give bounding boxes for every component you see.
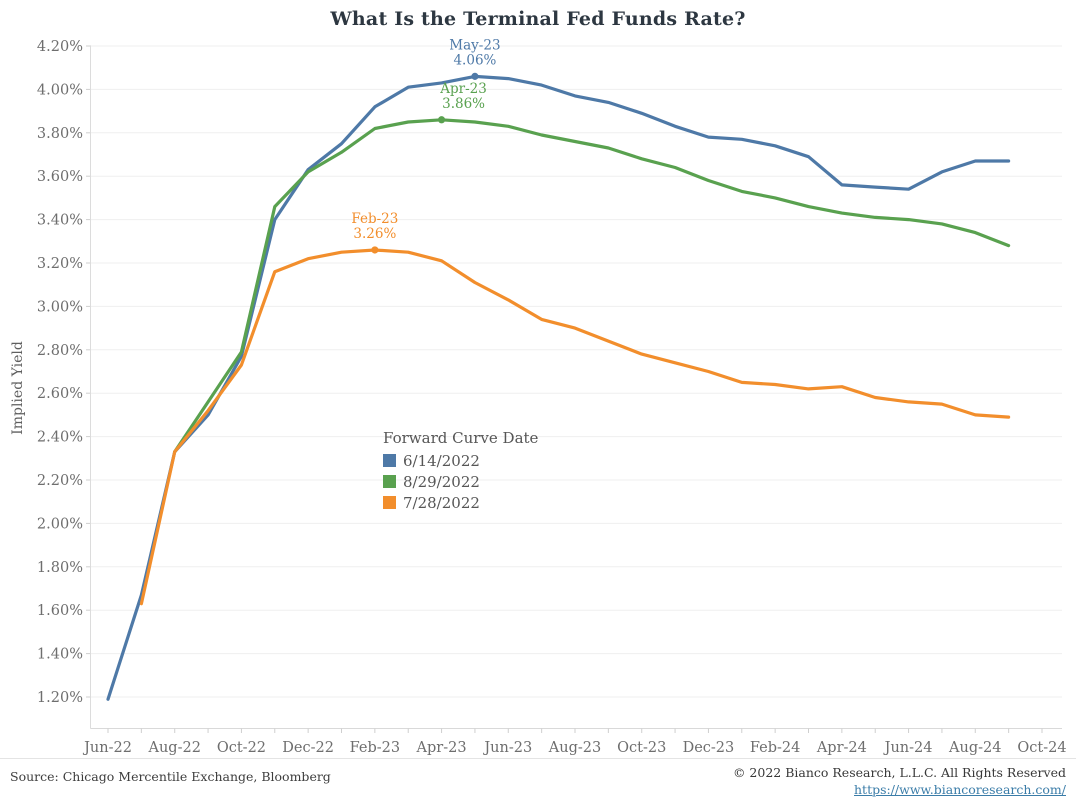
x-tick-label: Aug-22 [147, 740, 200, 756]
peak-annotation: 3.26% [353, 226, 396, 242]
copyright-note: © 2022 Bianco Research, L.L.C. All Right… [732, 765, 1066, 780]
y-tick-label: 3.80% [37, 126, 83, 142]
y-tick-label: 3.20% [37, 256, 83, 272]
y-tick-label: 3.40% [37, 213, 83, 229]
x-tick-label: Oct-22 [217, 740, 266, 756]
y-tick-label: 1.40% [37, 647, 83, 663]
peak-annotation: May-23 [449, 37, 500, 53]
x-tick-label: Feb-23 [350, 740, 400, 756]
peak-marker [471, 72, 479, 80]
x-tick-label: Aug-23 [548, 740, 601, 756]
x-tick-label: Jun-24 [883, 740, 933, 756]
legend-label: 7/28/2022 [403, 493, 480, 512]
y-tick-label: 1.60% [37, 603, 83, 619]
y-tick-label: 3.60% [37, 169, 83, 185]
legend-item: 7/28/2022 [383, 492, 538, 513]
line-chart: Implied Yield 4.20% 4.00% 3.80% 3.60% 3.40% 3… [10, 37, 1067, 756]
legend-swatch-blue [383, 454, 396, 467]
y-tick-label: 2.40% [37, 430, 83, 446]
biancoresearch-link[interactable]: https://www.biancoresearch.com/ [854, 781, 1066, 797]
x-tick-label: Dec-22 [282, 740, 334, 756]
legend-swatch-orange [383, 496, 396, 509]
x-tick-label: Jun-23 [482, 740, 532, 756]
legend-label: 6/14/2022 [403, 451, 480, 470]
series-line-6-14-2022 [106, 74, 1011, 701]
x-tick-label: Apr-24 [816, 740, 867, 756]
x-tick-label: Oct-23 [617, 740, 666, 756]
y-tick-label: 4.00% [37, 82, 83, 98]
legend-item: 6/14/2022 [383, 450, 538, 471]
y-tick-label: 2.80% [37, 343, 83, 359]
peak-annotation: 4.06% [453, 52, 496, 68]
peak-annotation: Feb-23 [351, 211, 398, 227]
legend-swatch-green [383, 475, 396, 488]
y-tick-label: 2.20% [37, 473, 83, 489]
y-tick-label: 1.80% [37, 560, 83, 576]
series-line-8-29-2022 [173, 118, 1011, 454]
footer: Source: Chicago Mercentile Exchange, Blo… [0, 758, 1076, 801]
source-note: Source: Chicago Mercentile Exchange, Blo… [10, 769, 331, 784]
x-tick-label: Dec-23 [683, 740, 735, 756]
x-tick-label: Jun-22 [82, 740, 132, 756]
chart-title: What Is the Terminal Fed Funds Rate? [330, 8, 746, 30]
series-line-7-28-2022 [139, 248, 1011, 606]
x-tick-label: Apr-23 [416, 740, 467, 756]
peak-marker [371, 246, 379, 254]
legend-item: 8/29/2022 [383, 471, 538, 492]
peak-marker [437, 116, 446, 124]
x-tick-label: Aug-24 [948, 740, 1001, 756]
y-tick-label: 2.60% [37, 386, 83, 402]
plot-area: 4.20% 4.00% 3.80% 3.60% 3.40% 3.20% 3.00% 2.80%… [37, 37, 1067, 756]
y-tick-label: 1.20% [37, 690, 83, 706]
legend-label: 8/29/2022 [403, 472, 480, 491]
x-tick-label: Oct-24 [1017, 740, 1066, 756]
copyright-block: © 2022 Bianco Research, L.L.C. All Right… [733, 765, 1066, 799]
y-tick-label: 2.00% [37, 516, 83, 532]
y-tick-label: 3.00% [37, 299, 83, 315]
x-tick-label: Feb-24 [750, 740, 800, 756]
y-tick-label: 4.20% [37, 39, 83, 55]
y-axis-title: Implied Yield [10, 341, 26, 435]
peak-annotation: 3.86% [442, 96, 485, 112]
legend-title: Forward Curve Date [383, 429, 539, 447]
peak-annotation: Apr-23 [439, 81, 487, 97]
chart-legend: Forward Curve Date 6/14/2022 8/29/2022 7… [383, 429, 538, 513]
